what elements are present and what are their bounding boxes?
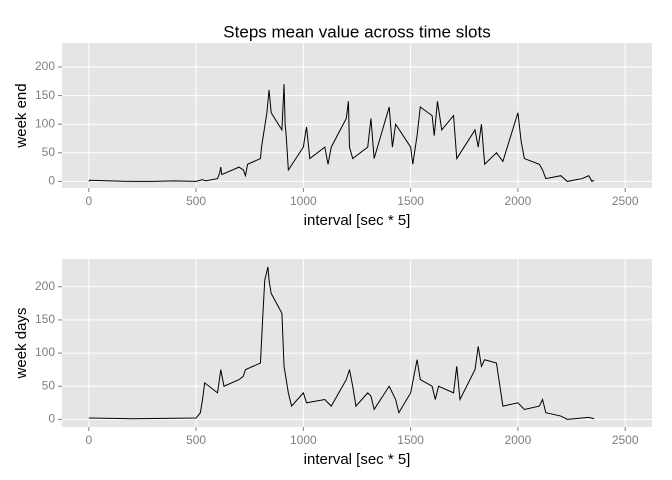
y-tick-label: 50 [42, 378, 56, 392]
data-line [88, 266, 595, 420]
y-tick-label: 0 [48, 174, 55, 188]
x-tick-label: 0 [85, 433, 92, 447]
x-axis-title: interval [sec * 5] [304, 212, 411, 229]
y-tick-label: 100 [35, 345, 55, 359]
x-tick-label: 500 [186, 194, 206, 208]
x-tick-label: 2000 [505, 433, 532, 447]
plot-background [62, 259, 652, 427]
data-line [88, 84, 595, 183]
plot-background [62, 43, 652, 188]
y-tick-label: 100 [35, 116, 55, 130]
y-axis-title: week days [13, 308, 30, 380]
y-tick-label: 200 [35, 279, 55, 293]
x-tick-label: 500 [186, 433, 206, 447]
x-axis-title: interval [sec * 5] [304, 451, 411, 468]
y-axis-title: week end [13, 83, 30, 148]
y-tick-label: 150 [35, 312, 55, 326]
x-tick-label: 0 [85, 194, 92, 208]
x-tick-label: 2000 [505, 194, 532, 208]
x-tick-label: 1000 [290, 433, 317, 447]
x-tick-label: 1500 [397, 194, 424, 208]
x-tick-label: 1500 [397, 433, 424, 447]
x-tick-label: 2500 [612, 433, 639, 447]
x-tick-label: 1000 [290, 194, 317, 208]
x-tick-label: 2500 [612, 194, 639, 208]
y-tick-label: 50 [42, 145, 56, 159]
y-tick-label: 200 [35, 59, 55, 73]
y-tick-label: 0 [48, 412, 55, 426]
chart-title: Steps mean value across time slots [223, 22, 490, 41]
y-tick-label: 150 [35, 88, 55, 102]
